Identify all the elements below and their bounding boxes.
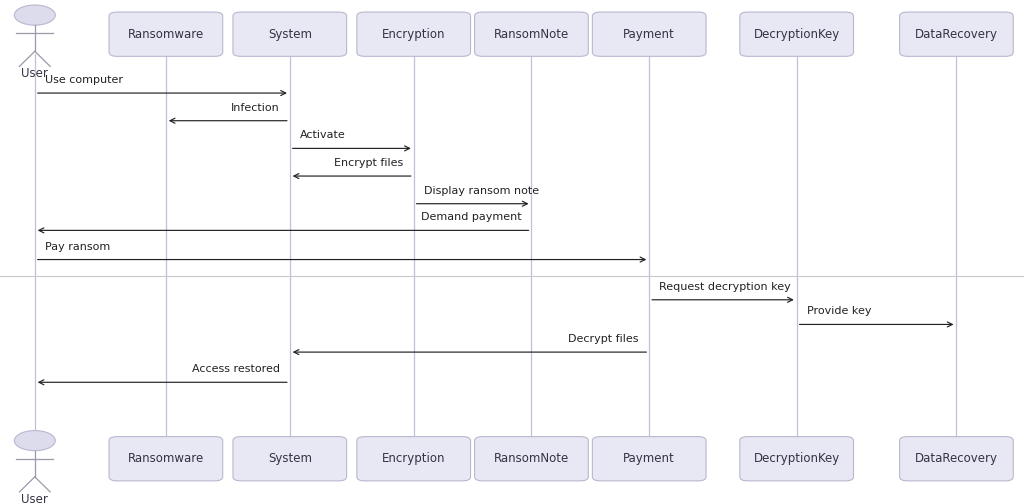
Text: DecryptionKey: DecryptionKey [754,452,840,465]
Text: Encryption: Encryption [382,452,445,465]
Text: Payment: Payment [624,28,675,41]
Text: System: System [268,28,311,41]
FancyBboxPatch shape [592,12,707,56]
Text: RansomNote: RansomNote [494,452,569,465]
Text: Infection: Infection [230,103,280,113]
FancyBboxPatch shape [475,12,588,56]
Circle shape [14,5,55,25]
Text: Ransomware: Ransomware [128,28,204,41]
Text: Display ransom note: Display ransom note [424,186,539,196]
FancyBboxPatch shape [900,437,1014,481]
Text: DataRecovery: DataRecovery [914,452,998,465]
Text: User: User [22,67,48,80]
Text: Request decryption key: Request decryption key [659,282,792,292]
FancyBboxPatch shape [900,12,1014,56]
FancyBboxPatch shape [475,437,588,481]
Text: Encrypt files: Encrypt files [334,158,403,168]
Text: Payment: Payment [624,452,675,465]
Text: DataRecovery: DataRecovery [914,28,998,41]
Text: Demand payment: Demand payment [421,212,521,222]
FancyBboxPatch shape [110,12,223,56]
Circle shape [14,431,55,451]
FancyBboxPatch shape [739,437,854,481]
FancyBboxPatch shape [232,12,346,56]
FancyBboxPatch shape [592,437,707,481]
Text: Ransomware: Ransomware [128,452,204,465]
Text: Decrypt files: Decrypt files [568,334,639,344]
Text: Access restored: Access restored [191,364,280,374]
Text: DecryptionKey: DecryptionKey [754,28,840,41]
Text: RansomNote: RansomNote [494,28,569,41]
Text: Pay ransom: Pay ransom [45,241,111,252]
Text: Provide key: Provide key [807,306,871,316]
Text: User: User [22,493,48,503]
FancyBboxPatch shape [110,437,223,481]
Text: Activate: Activate [300,130,346,140]
FancyBboxPatch shape [357,437,471,481]
Text: Encryption: Encryption [382,28,445,41]
FancyBboxPatch shape [232,437,346,481]
Text: System: System [268,452,311,465]
FancyBboxPatch shape [357,12,471,56]
FancyBboxPatch shape [739,12,854,56]
Text: Use computer: Use computer [45,75,123,85]
